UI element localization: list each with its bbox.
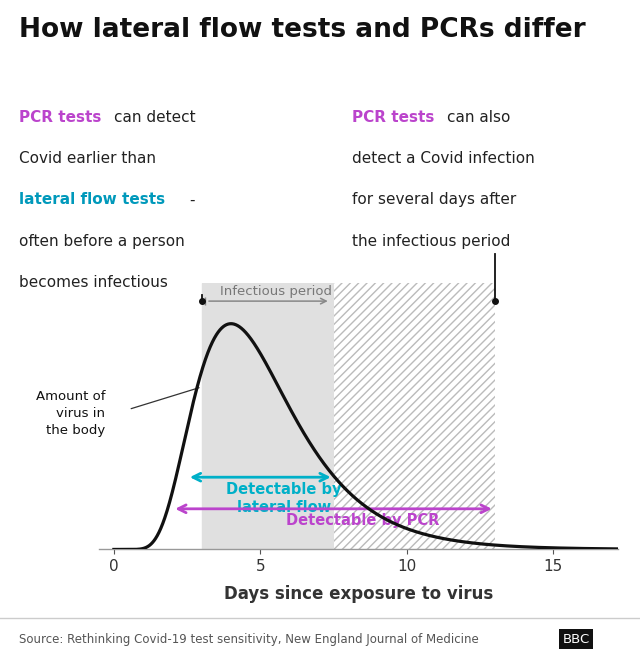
- Text: Infectious period: Infectious period: [220, 285, 332, 298]
- Text: PCR tests: PCR tests: [19, 110, 102, 125]
- Text: detect a Covid infection: detect a Covid infection: [352, 151, 535, 166]
- X-axis label: Days since exposure to virus: Days since exposure to virus: [224, 585, 493, 603]
- Text: lateral flow tests: lateral flow tests: [19, 192, 165, 208]
- Text: PCR tests: PCR tests: [352, 110, 435, 125]
- Text: Covid earlier than: Covid earlier than: [19, 151, 156, 166]
- Text: -: -: [189, 192, 195, 208]
- Text: can also: can also: [447, 110, 510, 125]
- Text: the infectious period: the infectious period: [352, 234, 510, 249]
- Bar: [202, 283, 333, 549]
- Text: can detect: can detect: [114, 110, 196, 125]
- Text: Detectable by PCR: Detectable by PCR: [286, 513, 440, 528]
- Text: Amount of
virus in
the body: Amount of virus in the body: [36, 390, 105, 438]
- Text: for several days after: for several days after: [352, 192, 516, 208]
- Text: Detectable by
lateral flow: Detectable by lateral flow: [226, 482, 342, 515]
- Text: How lateral flow tests and PCRs differ: How lateral flow tests and PCRs differ: [19, 17, 586, 43]
- Text: Source: Rethinking Covid-19 test sensitivity, New England Journal of Medicine: Source: Rethinking Covid-19 test sensiti…: [19, 633, 479, 646]
- Bar: [333, 256, 495, 549]
- Text: becomes infectious: becomes infectious: [19, 275, 168, 290]
- Text: often before a person: often before a person: [19, 234, 185, 249]
- Text: BBC: BBC: [563, 633, 589, 646]
